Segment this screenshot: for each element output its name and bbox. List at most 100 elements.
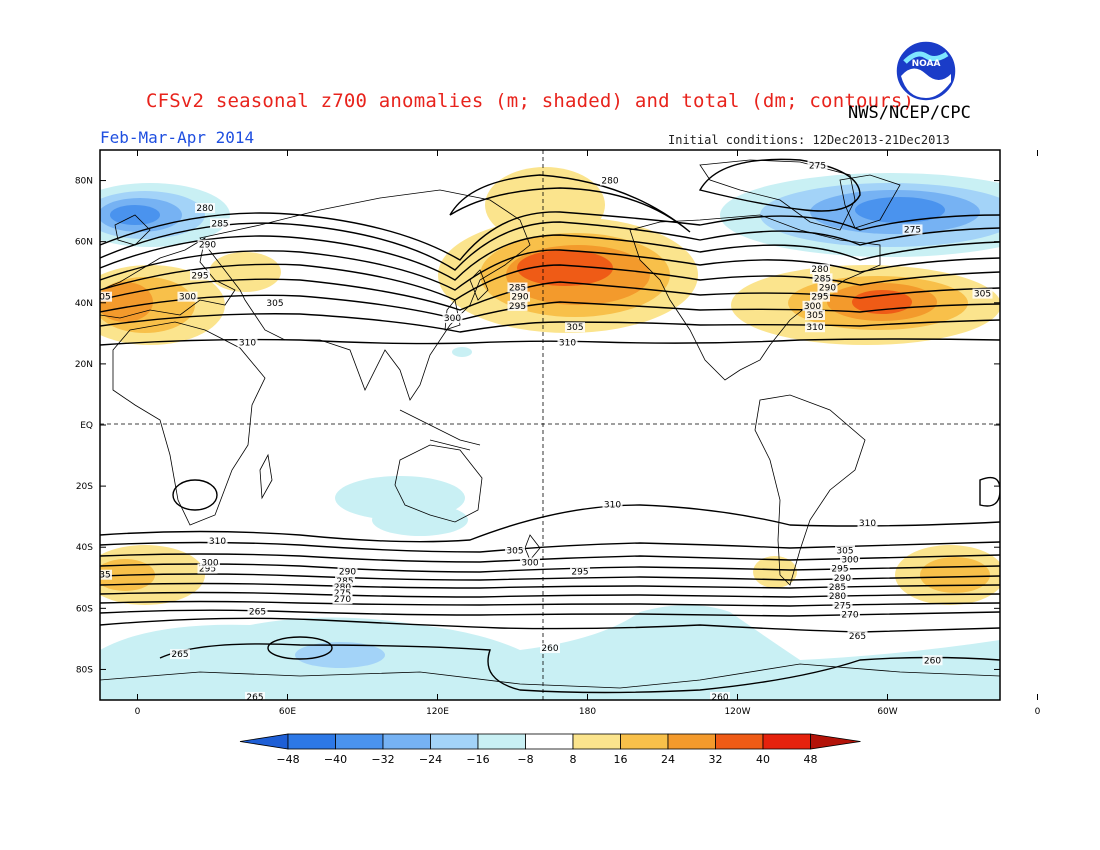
contour-label: 300 bbox=[521, 559, 538, 569]
lat-label: 40S bbox=[76, 543, 93, 553]
contour-label-bg bbox=[802, 300, 823, 311]
contour-label-bg bbox=[332, 588, 353, 599]
forecast-period: Feb-Mar-Apr 2014 bbox=[100, 128, 255, 147]
contour-label: 280 bbox=[334, 583, 351, 593]
colorbar-arrow-low bbox=[239, 733, 289, 750]
lat-label: 60S bbox=[76, 604, 93, 614]
colorbar: −48 −40 −32 −24 −16 −8 8 16 24 32 40 48 bbox=[239, 733, 861, 766]
colorbar-label: 16 bbox=[614, 753, 628, 766]
contour-label-bg bbox=[245, 691, 265, 702]
height-contours bbox=[100, 158, 1000, 694]
contour-label-bg bbox=[810, 291, 830, 302]
contour-label-bg bbox=[505, 545, 525, 556]
contour-label-bg bbox=[520, 557, 540, 568]
colorbar-label: 40 bbox=[756, 753, 770, 766]
contour-label-bg bbox=[600, 175, 620, 186]
contour-label: 270 bbox=[841, 610, 858, 620]
colorbar-label: 48 bbox=[804, 753, 818, 766]
lon-label: 0 bbox=[135, 707, 141, 717]
contour-label: 260 bbox=[541, 644, 558, 654]
contour-label-bg bbox=[200, 557, 220, 568]
colorbar-label: −32 bbox=[371, 753, 394, 766]
colorbar-segment bbox=[335, 733, 384, 750]
contour-label: 280 bbox=[829, 592, 846, 602]
contour-label-bg bbox=[332, 594, 353, 605]
contour-label: 295 bbox=[571, 568, 588, 578]
contour-label: 295 bbox=[831, 565, 848, 575]
contour-label: 295 bbox=[191, 271, 208, 281]
colorbar-segment bbox=[430, 733, 479, 750]
colorbar-label: 32 bbox=[709, 753, 723, 766]
contour-label-bg bbox=[337, 566, 358, 577]
colorbar-segment bbox=[477, 733, 526, 750]
contour-label-bg bbox=[197, 563, 218, 574]
contour-label-bg bbox=[902, 224, 923, 235]
contour-label-bg bbox=[247, 606, 268, 617]
axis-ticks bbox=[100, 150, 1038, 700]
contour-label: 280 bbox=[811, 265, 828, 275]
contour-label: 310 bbox=[604, 500, 621, 510]
contour-label: 275 bbox=[809, 161, 826, 171]
contour-label-bg bbox=[805, 322, 825, 333]
contour-label-bg bbox=[812, 273, 833, 284]
contour-label: 260 bbox=[711, 693, 728, 703]
contour-label-bg bbox=[922, 655, 943, 666]
lat-label: 80S bbox=[76, 665, 93, 675]
contour-label: 300 bbox=[444, 314, 461, 324]
contour-label-bg bbox=[197, 239, 218, 250]
contour-label: 300 bbox=[179, 293, 196, 303]
colorbar-arrow-high bbox=[810, 733, 861, 750]
contour-label-bg bbox=[847, 630, 868, 641]
contour-label-bg bbox=[830, 563, 850, 574]
contour-label: 290 bbox=[511, 293, 528, 303]
contour-label: 295 bbox=[811, 293, 828, 303]
contour-label-bg bbox=[565, 322, 585, 333]
contour-label: 285 bbox=[336, 577, 353, 587]
colorbar-segment bbox=[287, 733, 336, 750]
colorbar-segment bbox=[620, 733, 669, 750]
contour-label-bg bbox=[442, 313, 463, 324]
contour-label-bg bbox=[857, 517, 878, 528]
contour-label: 285 bbox=[509, 284, 526, 294]
contour-label: 305 bbox=[836, 546, 853, 556]
contour-label-bg bbox=[602, 499, 623, 510]
contour-label: 305 bbox=[506, 546, 523, 556]
contour-label: 265 bbox=[249, 607, 266, 617]
contour-label-bg bbox=[710, 691, 730, 702]
contour-label-bg bbox=[807, 160, 828, 171]
contour-label: 290 bbox=[819, 284, 836, 294]
contour-label: 295 bbox=[199, 565, 216, 575]
contour-label: 285 bbox=[829, 583, 846, 593]
contour-label-bg bbox=[507, 300, 528, 311]
lat-label: 20N bbox=[75, 360, 93, 370]
noaa-logo: NOAA bbox=[895, 40, 957, 102]
contour-label-bg bbox=[335, 575, 355, 586]
contour-label: 275 bbox=[334, 589, 351, 599]
colorbar-segment bbox=[715, 733, 764, 750]
contour-label-bg bbox=[832, 572, 853, 583]
coastlines bbox=[100, 159, 1000, 689]
contour-label: 280 bbox=[196, 204, 213, 214]
contour-label-bg bbox=[510, 291, 530, 302]
contour-label-bg bbox=[972, 288, 993, 299]
latitude-labels: 80N 60N 40N 20N EQ 20S 40S 60S 80S bbox=[75, 177, 93, 676]
contour-label: 310 bbox=[806, 323, 823, 333]
contour-label-bg bbox=[835, 545, 855, 556]
contour-label-bg bbox=[827, 591, 848, 602]
lat-label: 60N bbox=[75, 238, 93, 248]
contour-label: 310 bbox=[559, 339, 576, 349]
contour-label-bg bbox=[570, 566, 590, 577]
contour-label: 265 bbox=[171, 650, 188, 660]
contour-label-bg bbox=[805, 310, 825, 320]
contour-label: 280 bbox=[601, 177, 618, 187]
contour-label: 305 bbox=[566, 323, 583, 333]
contour-label-bg bbox=[237, 337, 258, 348]
contour-label-bg bbox=[817, 282, 838, 293]
contour-label: 310 bbox=[859, 519, 876, 529]
contour-label-bg bbox=[177, 291, 198, 302]
svg-text:NOAA: NOAA bbox=[912, 59, 941, 69]
contour-label: 275 bbox=[834, 601, 851, 611]
colorbar-label: 8 bbox=[570, 753, 577, 766]
contour-label-bg bbox=[170, 649, 190, 660]
